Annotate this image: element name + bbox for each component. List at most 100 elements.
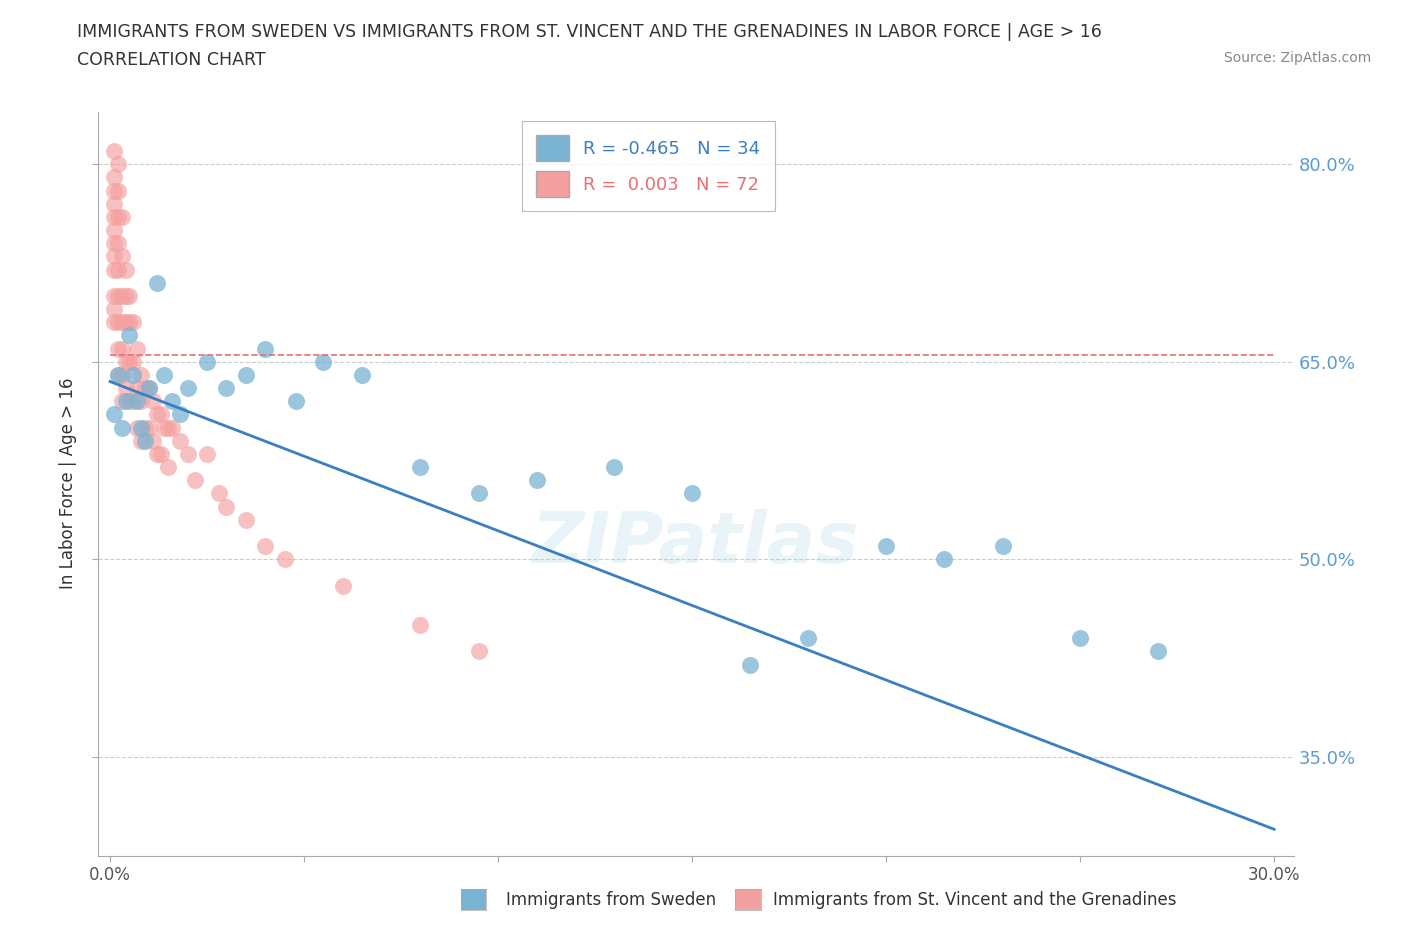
- Point: [127, 394, 149, 409]
- Point: [111, 341, 134, 356]
- Point: [111, 367, 134, 382]
- Point: [111, 288, 134, 303]
- Point: [107, 236, 129, 251]
- Text: CORRELATION CHART: CORRELATION CHART: [77, 51, 266, 69]
- Point: [875, 538, 897, 553]
- Point: [111, 249, 134, 264]
- Point: [273, 551, 295, 566]
- Point: [312, 354, 335, 369]
- Point: [127, 380, 149, 395]
- Text: Source: ZipAtlas.com: Source: ZipAtlas.com: [1223, 51, 1371, 65]
- Point: [134, 380, 156, 395]
- Point: [526, 472, 548, 487]
- Point: [145, 275, 167, 290]
- Point: [169, 407, 191, 422]
- Point: [157, 459, 180, 474]
- Point: [114, 315, 136, 330]
- Point: [127, 420, 149, 435]
- Point: [107, 288, 129, 303]
- Point: [153, 420, 176, 435]
- Point: [285, 394, 308, 409]
- Point: [145, 407, 167, 422]
- Point: [195, 446, 218, 461]
- Point: [138, 380, 160, 395]
- Point: [157, 420, 180, 435]
- Point: [111, 315, 134, 330]
- Point: [254, 341, 277, 356]
- Point: [107, 262, 129, 277]
- Point: [740, 658, 762, 672]
- Point: [797, 631, 820, 645]
- Point: [603, 459, 626, 474]
- Point: [122, 367, 145, 382]
- Text: IMMIGRANTS FROM SWEDEN VS IMMIGRANTS FROM ST. VINCENT AND THE GRENADINES IN LABO: IMMIGRANTS FROM SWEDEN VS IMMIGRANTS FRO…: [77, 23, 1102, 41]
- Point: [103, 196, 125, 211]
- Point: [107, 341, 129, 356]
- Point: [138, 420, 160, 435]
- Point: [254, 538, 277, 553]
- Point: [103, 262, 125, 277]
- Point: [1069, 631, 1091, 645]
- Point: [145, 446, 167, 461]
- Point: [103, 301, 125, 316]
- Point: [409, 618, 432, 632]
- Point: [129, 367, 152, 382]
- Point: [118, 394, 141, 409]
- Point: [103, 288, 125, 303]
- Point: [467, 486, 489, 501]
- Text: Immigrants from St. Vincent and the Grenadines: Immigrants from St. Vincent and the Gren…: [773, 891, 1177, 910]
- Point: [118, 315, 141, 330]
- Point: [103, 183, 125, 198]
- Point: [1146, 644, 1168, 659]
- Point: [127, 341, 149, 356]
- Text: Immigrants from Sweden: Immigrants from Sweden: [506, 891, 716, 910]
- Point: [332, 578, 354, 593]
- Legend: R = -0.465   N = 34, R =  0.003   N = 72: R = -0.465 N = 34, R = 0.003 N = 72: [522, 121, 775, 211]
- Point: [103, 170, 125, 185]
- Point: [103, 209, 125, 224]
- Point: [114, 354, 136, 369]
- Point: [107, 157, 129, 172]
- Point: [111, 394, 134, 409]
- Point: [129, 433, 152, 448]
- Point: [122, 354, 145, 369]
- Point: [142, 394, 165, 409]
- Point: [122, 315, 145, 330]
- Point: [103, 249, 125, 264]
- Point: [134, 420, 156, 435]
- Point: [142, 433, 165, 448]
- Point: [122, 394, 145, 409]
- Point: [149, 407, 172, 422]
- Point: [107, 315, 129, 330]
- Point: [111, 209, 134, 224]
- Point: [107, 367, 129, 382]
- Point: [118, 354, 141, 369]
- Point: [235, 512, 257, 527]
- Text: ZIPatlas: ZIPatlas: [533, 509, 859, 578]
- Point: [208, 486, 231, 501]
- Point: [409, 459, 432, 474]
- Point: [160, 420, 183, 435]
- Point: [103, 143, 125, 158]
- Point: [118, 328, 141, 343]
- Point: [118, 288, 141, 303]
- Point: [215, 499, 238, 514]
- Point: [176, 380, 198, 395]
- Point: [184, 472, 207, 487]
- Point: [107, 183, 129, 198]
- Point: [129, 394, 152, 409]
- Point: [235, 367, 257, 382]
- Point: [107, 367, 129, 382]
- Point: [467, 644, 489, 659]
- Point: [149, 446, 172, 461]
- Point: [103, 315, 125, 330]
- Point: [195, 354, 218, 369]
- Point: [991, 538, 1014, 553]
- Point: [352, 367, 374, 382]
- Point: [129, 420, 152, 435]
- Point: [215, 380, 238, 395]
- Point: [114, 394, 136, 409]
- Point: [153, 367, 176, 382]
- Point: [138, 380, 160, 395]
- Point: [111, 420, 134, 435]
